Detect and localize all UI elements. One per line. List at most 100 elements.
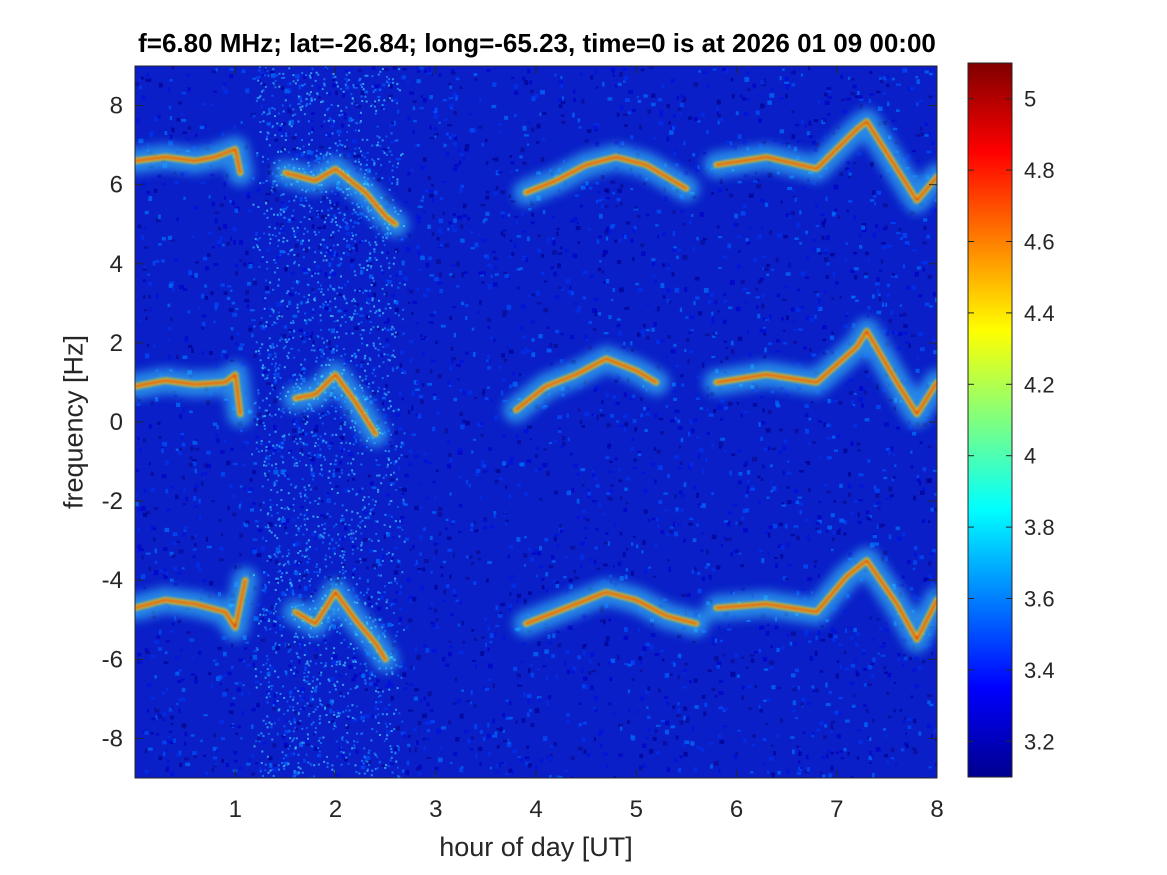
noise-speck: [911, 431, 917, 436]
noise-speck: [605, 226, 610, 232]
noise-speck: [687, 358, 690, 364]
noise-speck: [503, 739, 508, 743]
noise-speck: [895, 526, 901, 531]
noise-speck: [215, 364, 218, 369]
noise-speck: [178, 549, 184, 554]
noise-speck: [403, 370, 407, 375]
noise-speck: [660, 719, 665, 723]
noise-speck: [389, 83, 393, 89]
noise-speck: [304, 248, 308, 253]
band-speck: [381, 269, 384, 272]
noise-speck: [601, 204, 605, 209]
band-speck: [281, 435, 284, 438]
noise-speck: [344, 757, 348, 762]
noise-speck: [929, 208, 934, 212]
noise-speck: [424, 335, 427, 340]
noise-speck: [200, 739, 203, 743]
noise-speck: [800, 73, 804, 77]
noise-speck: [884, 754, 889, 758]
noise-speck: [438, 531, 442, 536]
band-speck: [288, 200, 291, 203]
noise-speck: [704, 458, 708, 463]
noise-speck: [157, 115, 161, 119]
noise-speck: [377, 326, 381, 331]
noise-speck: [840, 98, 846, 101]
noise-speck: [736, 449, 742, 453]
noise-speck: [746, 489, 749, 495]
noise-speck: [452, 273, 455, 279]
noise-speck: [562, 96, 565, 101]
noise-speck: [587, 492, 591, 496]
noise-speck: [202, 256, 208, 261]
band-speck: [346, 80, 349, 83]
noise-speck: [484, 254, 489, 258]
noise-speck: [497, 614, 503, 618]
band-speck: [363, 506, 366, 509]
noise-speck: [300, 707, 306, 710]
noise-speck: [399, 661, 403, 665]
noise-speck: [792, 188, 795, 192]
noise-speck: [924, 577, 930, 581]
noise-speck: [835, 751, 839, 755]
noise-speck: [603, 541, 609, 545]
noise-speck: [561, 393, 565, 397]
noise-speck: [796, 535, 800, 541]
noise-speck: [443, 143, 447, 148]
noise-speck: [431, 183, 434, 187]
noise-speck: [658, 500, 663, 504]
band-speck: [303, 644, 306, 647]
noise-speck: [221, 131, 225, 136]
noise-speck: [494, 731, 498, 735]
band-speck: [256, 648, 259, 651]
noise-speck: [484, 238, 487, 244]
band-speck: [267, 674, 270, 677]
noise-speck: [249, 656, 252, 659]
noise-speck: [847, 76, 851, 80]
noise-speck: [485, 256, 490, 260]
noise-speck: [606, 393, 609, 398]
noise-speck: [253, 415, 258, 419]
noise-speck: [820, 771, 823, 775]
noise-speck: [473, 520, 476, 525]
noise-speck: [743, 111, 749, 116]
noise-speck: [314, 424, 319, 428]
noise-speck: [614, 379, 619, 383]
noise-speck: [900, 204, 904, 208]
noise-speck: [783, 439, 788, 444]
band-speck: [376, 408, 379, 411]
noise-speck: [893, 405, 896, 411]
noise-speck: [322, 214, 327, 220]
noise-speck: [373, 398, 378, 401]
band-speck: [359, 561, 362, 564]
noise-speck: [354, 326, 360, 330]
band-speck: [277, 245, 280, 248]
noise-speck: [296, 253, 300, 258]
noise-speck: [825, 529, 829, 533]
band-speck: [357, 524, 360, 527]
noise-speck: [652, 736, 657, 741]
band-speck: [326, 92, 329, 95]
band-speck: [316, 574, 319, 577]
noise-speck: [135, 493, 138, 498]
noise-speck: [806, 754, 809, 760]
band-speck: [359, 120, 362, 123]
noise-speck: [791, 82, 796, 87]
noise-speck: [211, 767, 215, 773]
band-speck: [364, 239, 367, 242]
noise-speck: [313, 654, 318, 659]
noise-speck: [525, 257, 528, 263]
noise-speck: [764, 531, 769, 534]
noise-speck: [216, 239, 222, 245]
band-speck: [358, 384, 361, 387]
noise-speck: [831, 537, 835, 542]
noise-speck: [868, 737, 872, 741]
noise-speck: [383, 413, 388, 419]
noise-speck: [451, 520, 456, 523]
noise-speck: [899, 313, 903, 317]
noise-speck: [928, 305, 934, 308]
noise-speck: [768, 525, 773, 529]
band-speck: [361, 519, 364, 522]
noise-speck: [888, 486, 893, 492]
noise-speck: [353, 220, 357, 225]
